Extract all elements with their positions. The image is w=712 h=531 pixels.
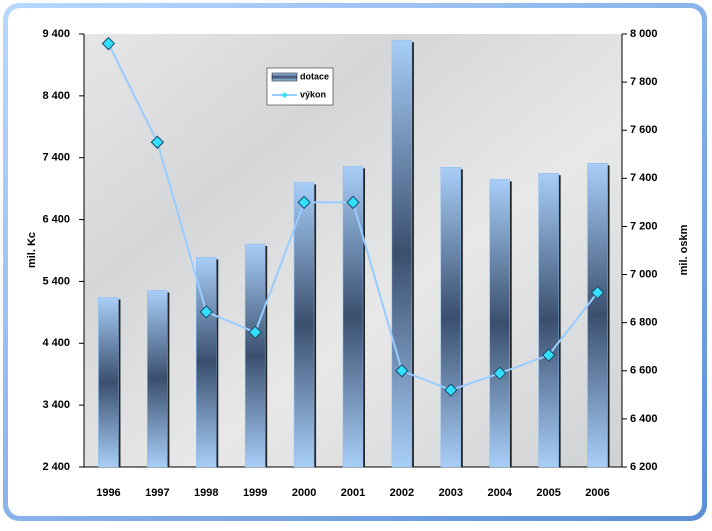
x-tick-label: 1998 — [194, 487, 218, 499]
y2-tick-label: 6 800 — [630, 317, 658, 329]
y-tick-label: 7 400 — [42, 152, 70, 164]
y-axis-title: mil. Kc — [26, 232, 38, 268]
x-tick-label: 2005 — [536, 487, 560, 499]
y-tick-label: 8 400 — [42, 90, 70, 102]
legend-swatch — [271, 72, 298, 82]
x-tick-label: 1999 — [243, 487, 267, 499]
y2-tick-label: 7 400 — [630, 172, 658, 184]
x-tick-label: 1997 — [145, 487, 169, 499]
y2-axis-title: mil. oskm — [678, 224, 690, 275]
x-tick-label: 2004 — [487, 487, 512, 499]
legend-marker — [281, 92, 288, 98]
y2-tick-label: 7 000 — [630, 268, 658, 280]
bar — [440, 167, 462, 468]
y-tick-label: 4 400 — [42, 337, 70, 349]
legend-label: dotace — [300, 71, 329, 81]
line-marker — [346, 195, 360, 210]
y-tick-label: 3 400 — [42, 399, 70, 411]
line-marker — [395, 364, 409, 378]
x-tick-label: 2006 — [585, 487, 609, 499]
bar — [244, 243, 266, 468]
bar — [342, 166, 364, 468]
line-marker — [297, 195, 311, 210]
bar — [538, 172, 559, 468]
bar — [98, 297, 119, 468]
bar — [391, 39, 413, 468]
y2-tick-label: 7 800 — [630, 76, 658, 88]
bar — [489, 179, 510, 468]
line-marker — [150, 135, 165, 149]
bar — [293, 182, 315, 468]
y2-tick-label: 6 600 — [630, 365, 658, 377]
line-marker — [444, 383, 458, 397]
line-marker — [101, 36, 116, 51]
line-marker — [199, 305, 213, 319]
bar — [147, 290, 168, 468]
y2-tick-label: 8 000 — [630, 28, 658, 40]
y-tick-label: 6 400 — [42, 213, 70, 225]
bar — [196, 257, 217, 468]
line-marker — [493, 366, 507, 380]
bar — [587, 163, 608, 468]
x-tick-label: 2003 — [439, 487, 463, 499]
y2-tick-label: 6 200 — [630, 461, 658, 473]
x-tick-label: 2002 — [390, 487, 414, 499]
x-tick-label: 2001 — [341, 487, 365, 499]
line-marker — [541, 348, 556, 362]
y-tick-label: 9 400 — [42, 28, 70, 40]
line-marker — [590, 285, 605, 300]
x-tick-label: 1996 — [96, 487, 120, 499]
line-marker — [248, 325, 262, 339]
y-tick-label: 5 400 — [42, 275, 70, 287]
x-tick-label: 2000 — [292, 487, 316, 499]
legend-label: výkon — [300, 89, 326, 99]
y2-tick-label: 7 600 — [630, 124, 658, 136]
y-tick-label: 2 400 — [42, 461, 70, 473]
y2-tick-label: 6 400 — [630, 413, 658, 425]
y2-tick-label: 7 200 — [630, 220, 658, 232]
